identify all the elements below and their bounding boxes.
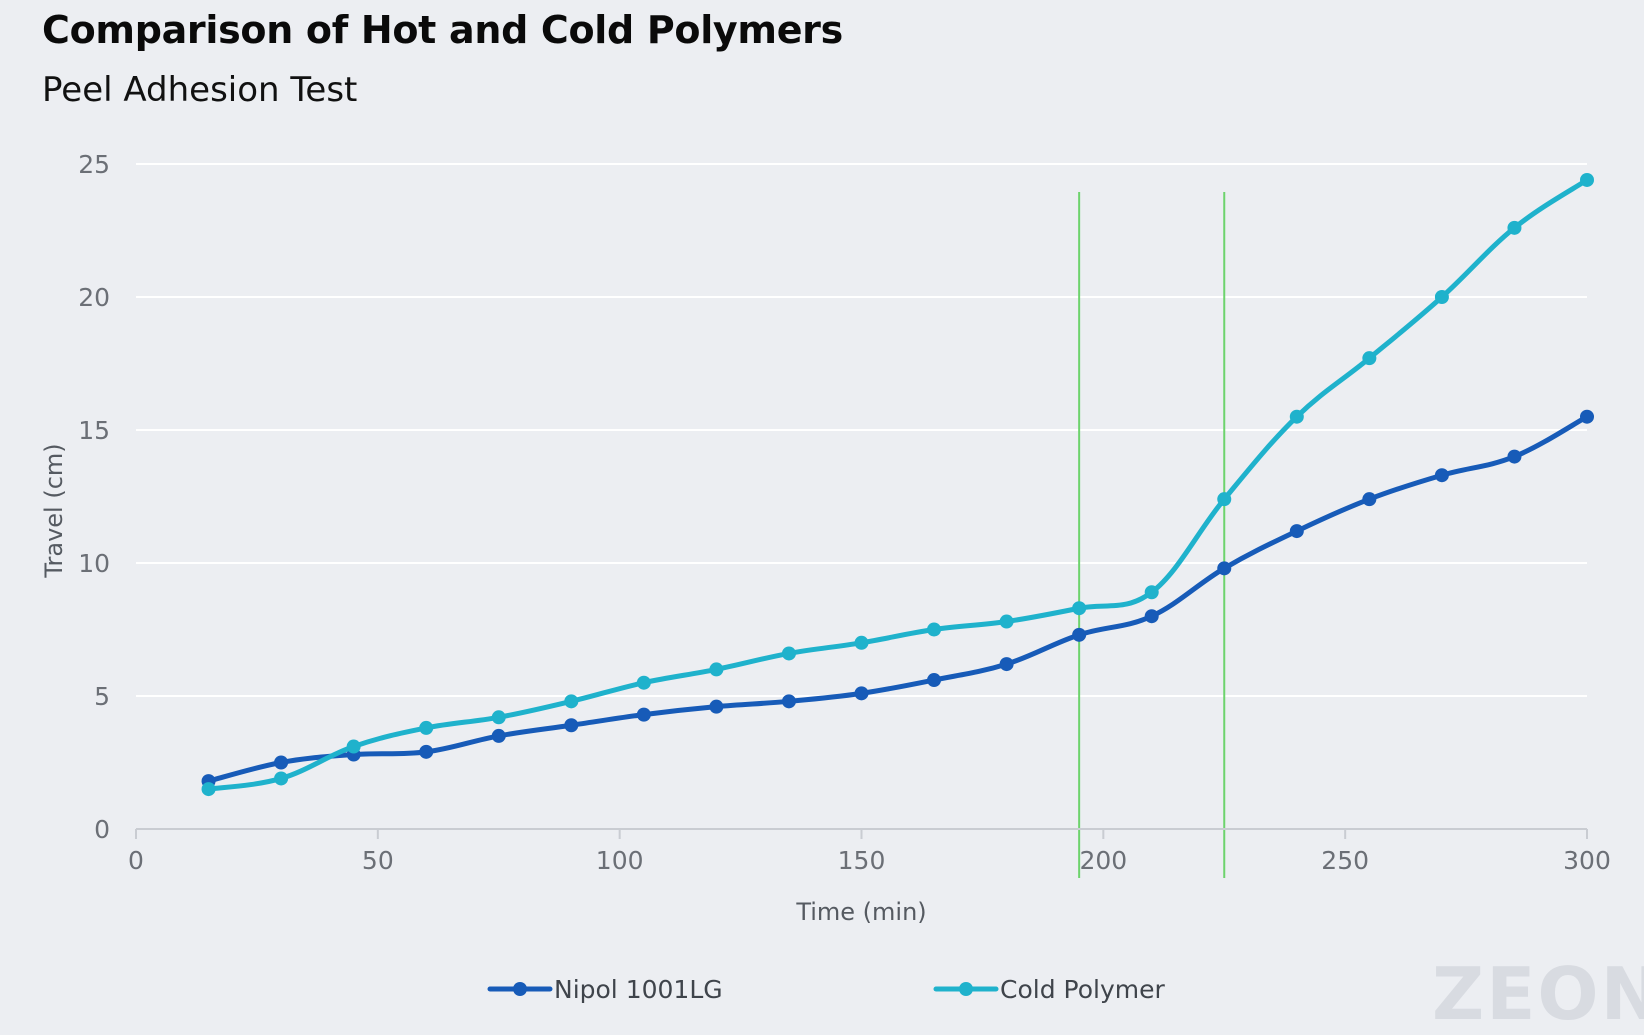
data-point [1362, 492, 1377, 507]
series-line-1 [206, 177, 1590, 792]
data-point [781, 694, 796, 709]
y-tick-label: 20 [78, 283, 110, 312]
data-point [491, 728, 506, 743]
x-tick-label: 100 [596, 846, 644, 875]
legend-swatch-marker [959, 982, 973, 996]
grid-lines [136, 163, 1587, 697]
series-lines [201, 172, 1594, 797]
data-point [1580, 409, 1594, 424]
data-point [854, 635, 869, 650]
data-point [564, 718, 579, 733]
reference-lines [1078, 192, 1226, 878]
x-tick-label: 150 [838, 846, 886, 875]
data-point [1434, 468, 1449, 483]
y-tick-label: 5 [94, 682, 110, 711]
data-point [709, 699, 724, 714]
x-tick-label: 50 [362, 846, 394, 875]
data-point [1217, 492, 1232, 507]
data-point [999, 657, 1014, 672]
data-point [709, 662, 724, 677]
x-tick-label: 200 [1079, 846, 1127, 875]
x-tick-label: 300 [1563, 846, 1611, 875]
chart-subtitle: Peel Adhesion Test [42, 70, 358, 110]
data-point [201, 782, 216, 797]
data-point [491, 710, 506, 725]
y-tick-label: 15 [78, 416, 110, 445]
data-point [1289, 524, 1304, 539]
data-point [564, 694, 579, 709]
data-point [1289, 409, 1304, 424]
data-point [781, 646, 796, 661]
data-point [1580, 172, 1594, 187]
data-point [346, 739, 361, 754]
data-point [999, 614, 1014, 629]
data-point [1507, 449, 1522, 464]
data-point [1072, 627, 1087, 642]
data-point [1362, 351, 1377, 366]
zeon-logo-watermark: ZEON [1432, 952, 1644, 1035]
data-point [1217, 561, 1232, 576]
legend-label: Nipol 1001LG [554, 975, 723, 1004]
data-point [1507, 220, 1522, 235]
series-line-0 [206, 414, 1590, 784]
x-tick-label: 250 [1321, 846, 1369, 875]
legend: Nipol 1001LG Cold Polymer [487, 975, 1165, 1004]
data-point [636, 707, 651, 722]
data-point [854, 686, 869, 701]
data-point [274, 755, 289, 770]
x-axis-title: Time (min) [795, 898, 926, 926]
y-tick-label: 10 [78, 549, 110, 578]
data-point [1144, 585, 1159, 600]
y-tick-label: 25 [78, 150, 110, 179]
data-point [274, 771, 289, 786]
data-point [1072, 601, 1087, 616]
data-point [927, 673, 942, 688]
x-tick-label: 0 [128, 846, 144, 875]
data-point [1144, 609, 1159, 624]
data-point [419, 720, 434, 735]
legend-label: Cold Polymer [1000, 975, 1165, 1004]
data-point [1434, 290, 1449, 304]
data-point [419, 744, 434, 759]
legend-swatch-marker [513, 982, 527, 996]
data-point [636, 675, 651, 690]
y-axis-title: Travel (cm) [40, 443, 68, 578]
y-tick-label: 0 [94, 815, 110, 844]
chart-title: Comparison of Hot and Cold Polymers [42, 8, 843, 52]
data-point [927, 622, 942, 637]
